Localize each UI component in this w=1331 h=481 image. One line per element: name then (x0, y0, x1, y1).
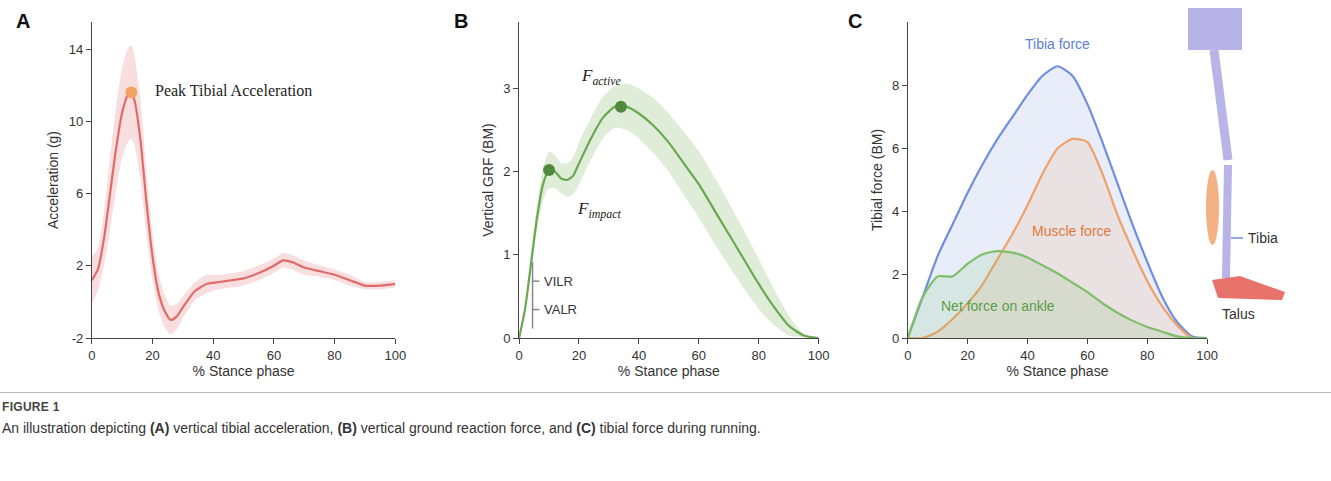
svg-text:100: 100 (384, 348, 406, 363)
svg-text:% Stance phase: % Stance phase (618, 363, 720, 379)
svg-text:40: 40 (632, 348, 646, 363)
svg-text:0: 0 (515, 348, 522, 363)
svg-text:60: 60 (1080, 348, 1094, 363)
svg-text:20: 20 (145, 348, 159, 363)
html-text:An illustration depicting (A): An illustration depicting (A) vertical t… (2, 420, 761, 436)
svg-text:Peak Tibial Acceleration: Peak Tibial Acceleration (155, 82, 312, 99)
svg-text:60: 60 (267, 348, 281, 363)
svg-text:0: 0 (503, 331, 510, 346)
svg-text:40: 40 (206, 348, 220, 363)
svg-text:20: 20 (960, 348, 974, 363)
svg-text:1: 1 (503, 247, 510, 262)
svg-text:-2: -2 (72, 331, 84, 346)
svg-text:14: 14 (69, 42, 83, 57)
svg-text:10: 10 (69, 114, 83, 129)
svg-text:80: 80 (1140, 348, 1154, 363)
svg-text:2: 2 (76, 258, 83, 273)
svg-text:Tibia force: Tibia force (1025, 36, 1090, 52)
svg-text:6: 6 (892, 141, 899, 156)
svg-text:Vertical GRF (BM): Vertical GRF (BM) (480, 123, 496, 237)
svg-text:80: 80 (327, 348, 341, 363)
svg-text:80: 80 (751, 348, 765, 363)
svg-text:100: 100 (1196, 348, 1218, 363)
svg-text:100: 100 (808, 348, 830, 363)
svg-text:% Stance phase: % Stance phase (193, 363, 295, 379)
html-text:FIGURE 1: FIGURE 1 (2, 400, 60, 414)
svg-text:Acceleration (g): Acceleration (g) (45, 131, 61, 229)
svg-text:0: 0 (88, 348, 95, 363)
svg-text:Tibia: Tibia (1248, 230, 1278, 246)
svg-text:2: 2 (892, 267, 899, 282)
svg-text:0: 0 (904, 348, 911, 363)
svg-text:A: A (16, 10, 30, 32)
svg-text:VILR: VILR (544, 274, 573, 289)
svg-text:C: C (848, 10, 862, 32)
svg-text:F​impact​: F​impact​ (577, 199, 621, 221)
svg-text:% Stance phase: % Stance phase (1006, 363, 1108, 379)
svg-text:60: 60 (692, 348, 706, 363)
svg-text:F​active​: F​active​ (581, 66, 621, 88)
svg-text:6: 6 (76, 186, 83, 201)
svg-text:Talus: Talus (1222, 306, 1255, 322)
svg-text:2: 2 (503, 164, 510, 179)
svg-text:B: B (454, 10, 468, 32)
svg-text:Net force on ankle: Net force on ankle (941, 298, 1055, 314)
svg-text:20: 20 (572, 348, 586, 363)
svg-text:4: 4 (892, 204, 899, 219)
svg-text:0: 0 (892, 331, 899, 346)
svg-text:8: 8 (892, 78, 899, 93)
svg-text:Muscle force: Muscle force (1032, 223, 1112, 239)
svg-text:3: 3 (503, 81, 510, 96)
svg-text:40: 40 (1020, 348, 1034, 363)
svg-text:Tibial force (BM): Tibial force (BM) (869, 129, 885, 231)
svg-text:VALR: VALR (544, 302, 577, 317)
